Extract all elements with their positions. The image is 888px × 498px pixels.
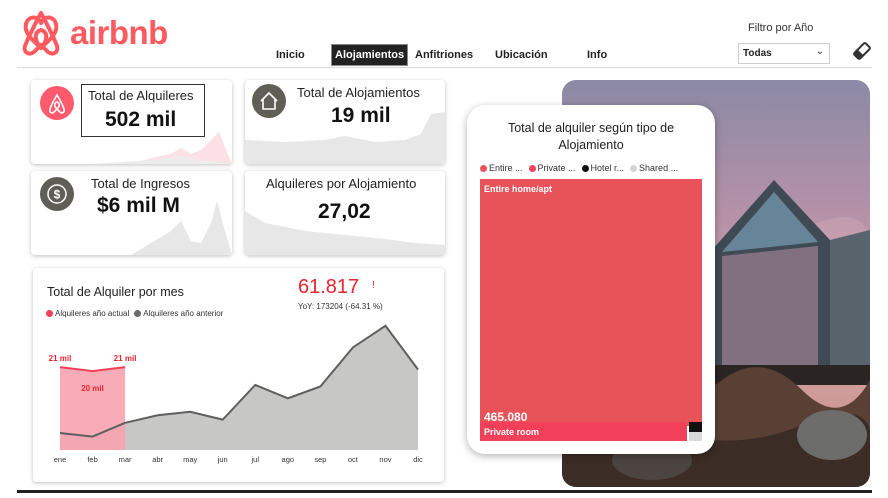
treemap-tile-label: Private room bbox=[484, 427, 540, 437]
legend-private: Private ... bbox=[537, 163, 576, 173]
legend-dot-previous bbox=[134, 310, 142, 317]
legend-current: Alquileres año actual bbox=[55, 309, 130, 318]
x-tick-label: feb bbox=[87, 455, 97, 464]
legend-dot-hotel bbox=[581, 164, 589, 172]
treemap-tile-value: 465.080 bbox=[484, 410, 528, 424]
year-filter-value: Todas bbox=[743, 48, 772, 59]
monthly-chart-card: Total de Alquiler por mes 61.817 ! YoY: … bbox=[33, 268, 444, 482]
kpi-value: 27,02 bbox=[318, 200, 371, 223]
nav-alojamientos[interactable]: Alojamientos bbox=[330, 44, 409, 66]
x-tick-label: ene bbox=[54, 455, 67, 464]
kpi-title: Total de Alquileres bbox=[88, 88, 194, 103]
header-divider bbox=[17, 67, 872, 68]
x-tick-label: sep bbox=[314, 455, 326, 464]
kpi-card-ingresos: $ Total de Ingresos $6 mil M bbox=[31, 171, 232, 255]
line-previous-year bbox=[59, 324, 419, 438]
point-label: 21 mil bbox=[114, 354, 137, 363]
chart-title: Total de Alquiler por mes bbox=[47, 285, 184, 299]
area-previous-year bbox=[60, 325, 418, 450]
kpi-title: Alquileres por Alojamiento bbox=[266, 176, 417, 191]
eraser-icon[interactable] bbox=[851, 40, 873, 62]
dollar-icon: $ bbox=[40, 177, 74, 211]
kpi-sparkline bbox=[245, 112, 445, 164]
yoy-text: YoY: 173204 (-64.31 %) bbox=[298, 302, 383, 311]
legend-dot-shared bbox=[630, 164, 638, 172]
kpi-card-por-alojamiento: Alquileres por Alojamiento 27,02 bbox=[245, 171, 445, 255]
legend-dot-current bbox=[46, 310, 53, 317]
treemap-tile-entire[interactable]: Entire home/apt 465.080 bbox=[480, 179, 702, 426]
legend-hotel: Hotel r... bbox=[590, 163, 625, 173]
airbnb-icon bbox=[40, 86, 74, 120]
line-current-year bbox=[59, 366, 126, 373]
airbnb-logo: airbnb bbox=[20, 10, 168, 56]
kpi-value: $6 mil M bbox=[97, 194, 180, 217]
kpi-sparkline bbox=[31, 132, 232, 164]
legend-dot-entire bbox=[480, 164, 487, 172]
x-tick-label: abr bbox=[152, 455, 163, 464]
monthly-kpi-mark: ! bbox=[372, 280, 375, 291]
kpi-sparkline bbox=[31, 201, 232, 255]
x-tick-label: may bbox=[183, 455, 197, 464]
x-tick-label: mar bbox=[119, 455, 132, 464]
kpi-highlight-box bbox=[81, 84, 205, 137]
treemap-tile-label: Entire home/apt bbox=[484, 184, 553, 194]
home-icon bbox=[252, 84, 286, 118]
footer-divider bbox=[17, 490, 872, 493]
treemap-legend: Entire ... Private ... Hotel r... Shared… bbox=[480, 163, 678, 173]
year-filter-select[interactable]: Todas ⌄ bbox=[738, 43, 830, 64]
x-tick-label: oct bbox=[348, 455, 359, 464]
year-filter-label: Filtro por Año bbox=[748, 22, 814, 34]
chart-legend: Alquileres año actual Alquileres año ant… bbox=[46, 309, 223, 318]
kpi-card-alquileres: Total de Alquileres 502 mil bbox=[31, 80, 232, 164]
main-nav: Inicio Alojamientos Anfitriones Ubicació… bbox=[0, 44, 888, 66]
nav-inicio[interactable]: Inicio bbox=[276, 49, 305, 61]
brand-name: airbnb bbox=[70, 14, 168, 51]
x-tick-label: jul bbox=[251, 455, 260, 464]
x-tick-label: ago bbox=[282, 455, 295, 464]
svg-text:$: $ bbox=[54, 188, 61, 202]
point-label: 20 mil bbox=[81, 384, 104, 393]
kpi-value: 19 mil bbox=[331, 104, 391, 127]
legend-entire: Entire ... bbox=[489, 163, 523, 173]
kpi-title: Total de Ingresos bbox=[91, 176, 191, 191]
monthly-kpi-value: 61.817 bbox=[298, 276, 360, 298]
treemap-tile-shared[interactable] bbox=[689, 432, 702, 441]
kpi-value: 502 mil bbox=[105, 108, 177, 131]
nav-anfitriones[interactable]: Anfitriones bbox=[415, 49, 474, 61]
x-tick-label: dic bbox=[413, 455, 423, 464]
legend-shared: Shared ... bbox=[639, 163, 679, 173]
monthly-area-chart: 21 mil 20 mil 21 mil ene feb mar abr may jun jul a… bbox=[49, 324, 423, 464]
kpi-title: Total de Alojamientos bbox=[297, 85, 420, 100]
x-tick-label: jun bbox=[217, 455, 228, 464]
legend-previous: Alquileres año anterior bbox=[143, 309, 224, 318]
kpi-sparkline bbox=[245, 211, 445, 255]
airbnb-icon bbox=[22, 11, 60, 56]
nav-info[interactable]: Info bbox=[587, 49, 608, 61]
treemap-title: Total de alquiler según tipo de Alojamie… bbox=[507, 121, 675, 152]
nav-ubicacion[interactable]: Ubicación bbox=[495, 49, 548, 61]
kpi-card-alojamientos: Total de Alojamientos 19 mil bbox=[245, 80, 445, 164]
x-tick-label: nov bbox=[379, 455, 391, 464]
treemap-tile-private[interactable]: Private room bbox=[480, 422, 687, 441]
legend-dot-private bbox=[528, 164, 536, 172]
treemap-tile-hotel[interactable] bbox=[689, 422, 702, 432]
point-label: 21 mil bbox=[49, 354, 72, 363]
treemap-card: Total de alquiler según tipo de Alojamie… bbox=[467, 105, 715, 454]
chevron-down-icon: ⌄ bbox=[815, 46, 824, 57]
